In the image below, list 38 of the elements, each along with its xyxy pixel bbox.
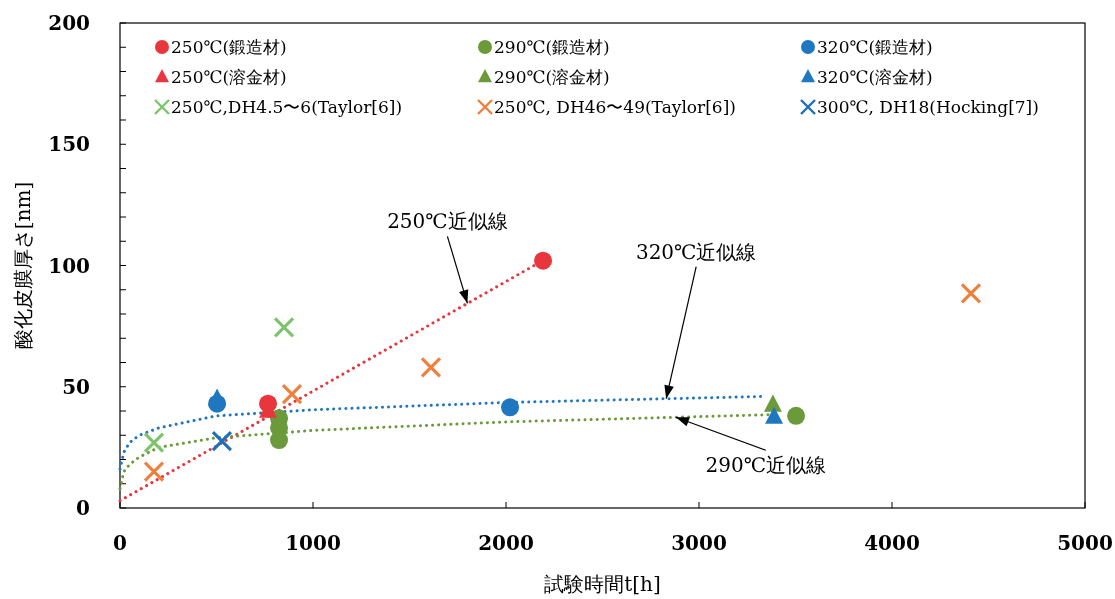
y-tick-label: 150 (48, 132, 90, 157)
legend-label: 320℃(鍛造材) (817, 37, 933, 57)
point (281, 383, 303, 405)
point (273, 316, 295, 338)
legend-label: 320℃(溶金材) (817, 67, 933, 87)
y-tick-label: 50 (62, 374, 90, 399)
x-tick-label: 0 (113, 531, 127, 555)
point (765, 406, 784, 424)
point (208, 388, 227, 406)
x-tick-label: 2000 (478, 531, 534, 555)
y-axis-title: 酸化皮膜厚さ[nm] (11, 181, 35, 350)
legend-label: 290℃(溶金材) (494, 67, 610, 87)
y-tick-label: 100 (48, 253, 90, 278)
x-tick-label: 1000 (285, 531, 341, 555)
legend-label: 250℃,DH4.5〜6(Taylor[6]) (171, 97, 403, 117)
annotation: 290℃近似線 (705, 453, 827, 478)
x-tick-label: 4000 (864, 531, 920, 555)
point (960, 282, 982, 304)
legend-label: 250℃, DH46〜49(Taylor[6]) (494, 97, 736, 117)
point (143, 461, 165, 483)
annotation: 250℃近似線 (387, 209, 508, 234)
point (420, 356, 442, 378)
point (763, 394, 782, 412)
x-tick-label: 3000 (671, 531, 727, 555)
annotation: 320℃近似線 (635, 239, 757, 264)
x-tick-label: 5000 (1057, 531, 1113, 555)
point (501, 398, 520, 417)
point (787, 406, 806, 425)
y-tick-label: 200 (48, 11, 90, 35)
point (211, 430, 233, 452)
legend-label: 250℃(鍛造材) (171, 37, 287, 57)
legend-label: 250℃(溶金材) (171, 67, 287, 87)
x-axis-title: 試験時間t[h] (544, 572, 661, 596)
point (143, 431, 165, 454)
legend-label: 300℃, DH18(Hocking[7]) (817, 97, 1039, 117)
legend-label: 290℃(鍛造材) (494, 37, 610, 57)
y-tick-label: 0 (76, 496, 90, 520)
point (534, 251, 553, 270)
